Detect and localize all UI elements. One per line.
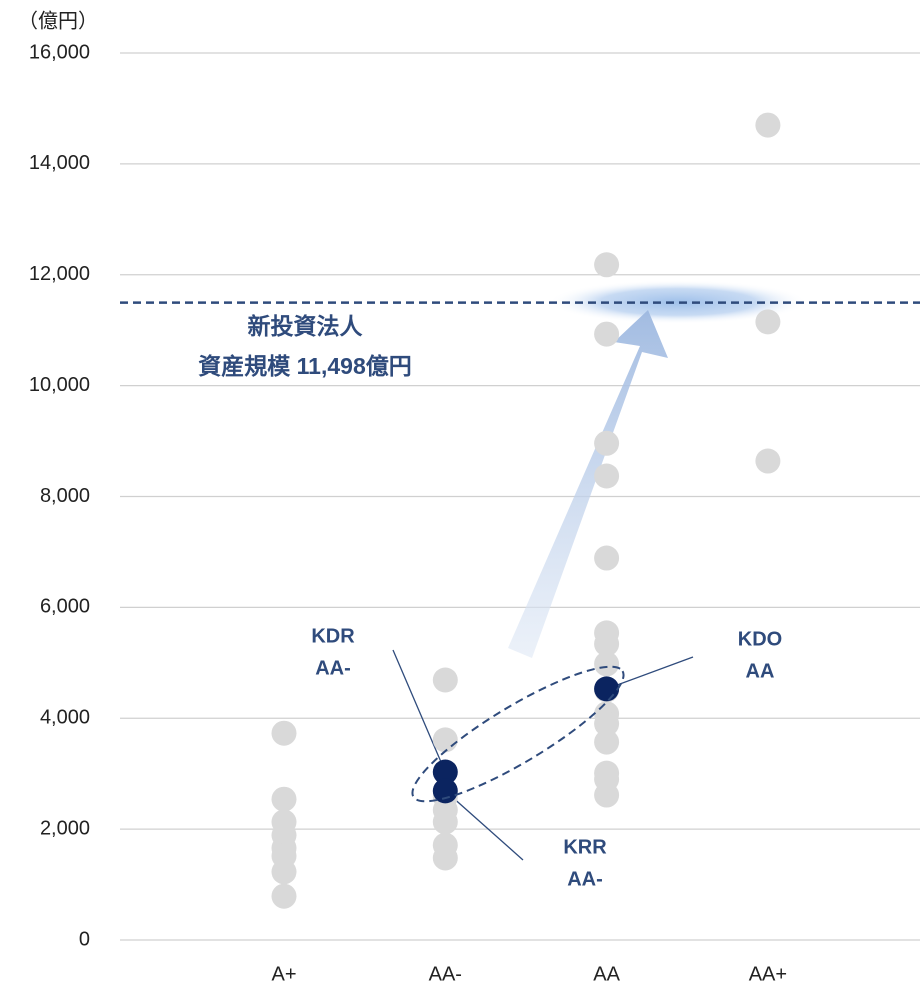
point [271, 720, 297, 746]
point [594, 545, 620, 571]
y-unit-label: （億円） [18, 9, 98, 32]
y-tick-label: 2,000 [40, 817, 90, 839]
annotation-label: KDR [311, 625, 355, 647]
x-tick-label: AA+ [749, 963, 787, 985]
annotation-label: KDO [738, 628, 782, 650]
point [271, 859, 297, 885]
highlight-ellipse [411, 665, 625, 803]
y-tick-label: 4,000 [40, 707, 90, 729]
point [755, 448, 781, 474]
reference-label: 資産規模 11,498億円 [198, 353, 411, 379]
point [271, 883, 297, 909]
point [432, 667, 458, 693]
y-tick-label: 10,000 [29, 374, 90, 396]
y-tick-label: 14,000 [29, 152, 90, 174]
y-tick-label: 16,000 [29, 41, 90, 63]
point [594, 252, 620, 278]
marks [271, 112, 781, 909]
leader-line [392, 649, 446, 773]
point [271, 786, 297, 812]
point [594, 782, 620, 808]
point [594, 463, 620, 489]
y-tick-label: 6,000 [40, 596, 90, 618]
annotation-label: AA- [567, 868, 603, 890]
y-tick-label: 0 [79, 928, 90, 950]
point [594, 321, 620, 347]
glow [548, 280, 808, 324]
point [755, 112, 781, 138]
point [594, 430, 620, 456]
x-tick-label: A+ [271, 963, 296, 985]
x-tick-label: AA- [429, 963, 462, 985]
annotation-label: KRR [563, 836, 607, 858]
point [594, 631, 620, 657]
annotation-label: AA [746, 660, 775, 682]
point [594, 651, 620, 677]
grid [120, 52, 920, 941]
point [755, 309, 781, 335]
point [432, 845, 458, 871]
x-tick-label: AA [593, 963, 620, 985]
leader-line [606, 656, 694, 690]
leader-line [444, 790, 524, 861]
point [432, 727, 458, 753]
point [594, 729, 620, 755]
arrow [508, 310, 668, 658]
reference-label: 新投資法人 [248, 313, 364, 339]
highlight-point [594, 676, 620, 702]
point [432, 809, 458, 835]
y-tick-label: 8,000 [40, 485, 90, 507]
annotation-label: AA- [315, 657, 351, 679]
highlight-point [432, 778, 458, 804]
y-tick-label: 12,000 [29, 263, 90, 285]
highlight-point [432, 759, 458, 785]
point [594, 711, 620, 737]
